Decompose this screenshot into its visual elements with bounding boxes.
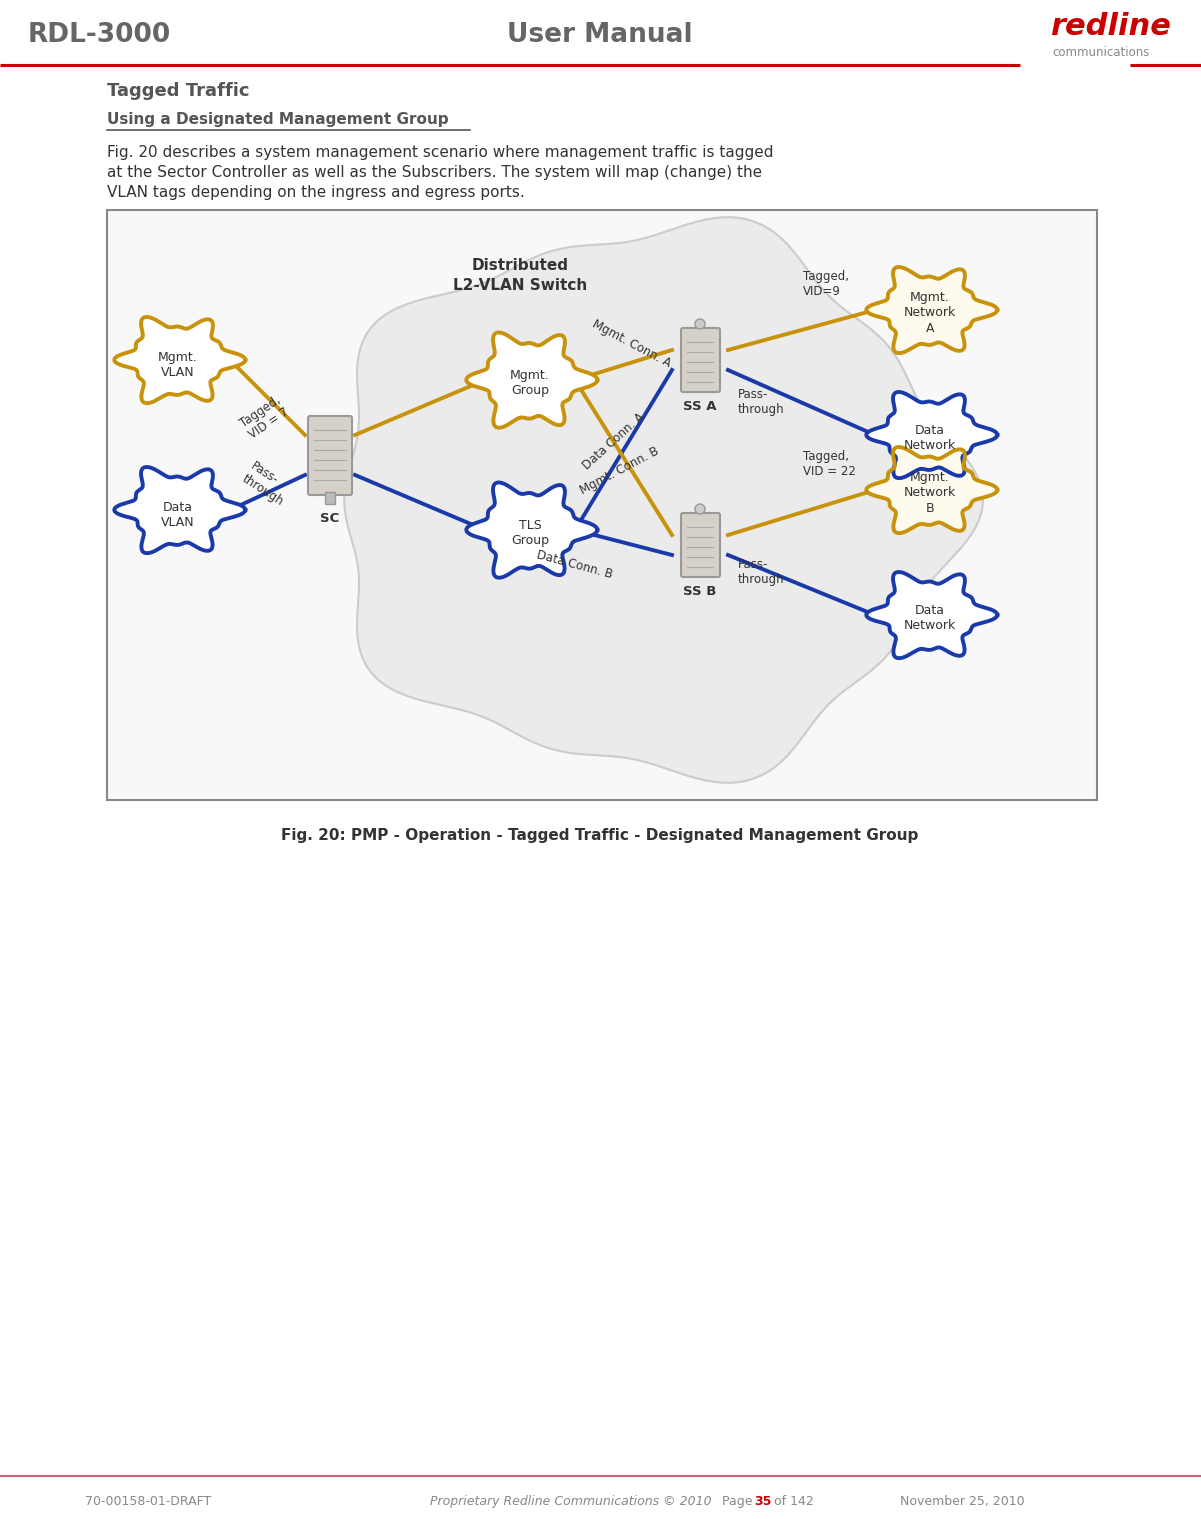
Text: redline: redline bbox=[1050, 12, 1171, 41]
Text: SC: SC bbox=[321, 512, 340, 526]
Text: User Manual: User Manual bbox=[507, 21, 693, 49]
Text: Data
Network: Data Network bbox=[904, 605, 956, 632]
FancyBboxPatch shape bbox=[681, 513, 721, 577]
Text: 70-00158-01-DRAFT: 70-00158-01-DRAFT bbox=[85, 1495, 211, 1508]
Text: Mgmt. Conn. A: Mgmt. Conn. A bbox=[590, 317, 673, 371]
Text: Data Conn. B: Data Conn. B bbox=[534, 548, 614, 580]
Text: Using a Designated Management Group: Using a Designated Management Group bbox=[107, 112, 449, 128]
Text: L2-VLAN Switch: L2-VLAN Switch bbox=[453, 278, 587, 293]
Text: SS A: SS A bbox=[683, 399, 717, 413]
FancyBboxPatch shape bbox=[307, 416, 352, 495]
Text: TLS
Group: TLS Group bbox=[510, 519, 549, 547]
Text: Mgmt.
Network
A: Mgmt. Network A bbox=[904, 292, 956, 334]
Text: November 25, 2010: November 25, 2010 bbox=[900, 1495, 1024, 1508]
Bar bbox=[325, 492, 335, 504]
Circle shape bbox=[695, 319, 705, 330]
Text: Pass-
through: Pass- through bbox=[737, 557, 784, 586]
Polygon shape bbox=[466, 483, 597, 577]
FancyBboxPatch shape bbox=[681, 328, 721, 392]
Text: RDL-3000: RDL-3000 bbox=[28, 21, 172, 49]
Text: Tagged Traffic: Tagged Traffic bbox=[107, 82, 250, 100]
Text: Mgmt.
Network
B: Mgmt. Network B bbox=[904, 471, 956, 515]
Polygon shape bbox=[345, 217, 982, 782]
Polygon shape bbox=[866, 573, 997, 658]
Text: Proprietary Redline Communications © 2010: Proprietary Redline Communications © 201… bbox=[430, 1495, 712, 1508]
Bar bbox=[107, 210, 1097, 801]
Text: Pass-
through: Pass- through bbox=[240, 460, 294, 509]
Text: communications: communications bbox=[1052, 46, 1149, 59]
Text: of 142: of 142 bbox=[770, 1495, 814, 1508]
Text: Tagged,
VID=9: Tagged, VID=9 bbox=[803, 270, 849, 298]
Text: Data
VLAN: Data VLAN bbox=[161, 501, 195, 529]
Text: VLAN tags depending on the ingress and egress ports.: VLAN tags depending on the ingress and e… bbox=[107, 185, 525, 201]
Text: at the Sector Controller as well as the Subscribers. The system will map (change: at the Sector Controller as well as the … bbox=[107, 166, 763, 179]
Circle shape bbox=[695, 504, 705, 513]
Text: Fig. 20 describes a system management scenario where management traffic is tagge: Fig. 20 describes a system management sc… bbox=[107, 144, 773, 159]
Text: Mgmt.
Group: Mgmt. Group bbox=[510, 369, 550, 396]
Text: Tagged,
VID = 22: Tagged, VID = 22 bbox=[803, 450, 856, 478]
Text: Tagged,
VID = 7: Tagged, VID = 7 bbox=[238, 393, 292, 442]
Text: Mgmt. Conn. B: Mgmt. Conn. B bbox=[578, 445, 662, 498]
Polygon shape bbox=[114, 317, 245, 403]
Text: Distributed: Distributed bbox=[472, 258, 568, 273]
Polygon shape bbox=[114, 466, 245, 553]
Polygon shape bbox=[866, 447, 997, 533]
Text: Data Conn. A: Data Conn. A bbox=[580, 410, 646, 472]
Polygon shape bbox=[466, 333, 597, 428]
Text: Fig. 20: PMP - Operation - Tagged Traffic - Designated Management Group: Fig. 20: PMP - Operation - Tagged Traffi… bbox=[281, 828, 919, 843]
Polygon shape bbox=[866, 392, 997, 478]
Text: Data
Network: Data Network bbox=[904, 424, 956, 453]
Text: SS B: SS B bbox=[683, 585, 717, 598]
Polygon shape bbox=[866, 267, 997, 352]
Text: Pass-
through: Pass- through bbox=[737, 387, 784, 416]
Text: Page: Page bbox=[722, 1495, 757, 1508]
Text: Mgmt.
VLAN: Mgmt. VLAN bbox=[159, 351, 198, 380]
Text: 35: 35 bbox=[754, 1495, 771, 1508]
